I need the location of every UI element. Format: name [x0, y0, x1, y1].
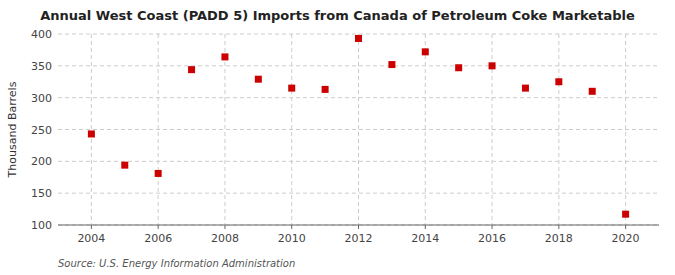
chart-container: Annual West Coast (PADD 5) Imports from … [0, 0, 675, 275]
x-grid-line [358, 34, 359, 225]
x-tick [425, 225, 426, 229]
x-tick-label: 2020 [612, 232, 640, 245]
x-tick [91, 225, 92, 229]
point [288, 85, 295, 92]
point [555, 78, 562, 85]
point [522, 85, 529, 92]
grid [58, 34, 659, 225]
x-grid-line [625, 34, 626, 225]
y-grid-line [58, 129, 659, 130]
x-grid-line [425, 34, 426, 225]
y-tick-label: 300 [31, 92, 52, 105]
x-tick [224, 225, 225, 229]
point [422, 48, 429, 55]
point [155, 170, 162, 177]
x-grid-line [291, 34, 292, 225]
x-tick-label: 2016 [478, 232, 506, 245]
chart: Annual West Coast (PADD 5) Imports from … [0, 0, 675, 275]
y-tick-label: 350 [31, 60, 52, 73]
x-tick-label: 2008 [211, 232, 239, 245]
y-grid-line [58, 193, 659, 194]
points [88, 35, 629, 218]
y-tick-label: 150 [31, 187, 52, 200]
point [622, 211, 629, 218]
x-tick-label: 2014 [411, 232, 439, 245]
point [255, 76, 262, 83]
point [589, 88, 596, 95]
x-tick-label: 2012 [345, 232, 373, 245]
point [221, 53, 228, 60]
y-tick-label: 100 [31, 219, 52, 232]
y-tick-label: 250 [31, 124, 52, 137]
x-tick [291, 225, 292, 229]
point [455, 64, 462, 71]
x-tick-label: 2018 [545, 232, 573, 245]
point [188, 66, 195, 73]
point [88, 130, 95, 137]
x-tick [625, 225, 626, 229]
point [322, 86, 329, 93]
x-grid-line [158, 34, 159, 225]
y-tick-label: 200 [31, 155, 52, 168]
source-note: Source: U.S. Energy Information Administ… [58, 258, 295, 269]
point [355, 35, 362, 42]
x-tick [492, 225, 493, 229]
y-grid-line [58, 225, 659, 226]
x-axis-line [58, 225, 659, 226]
x-tick-label: 2006 [144, 232, 172, 245]
x-tick-label: 2004 [77, 232, 105, 245]
x-tick [358, 225, 359, 229]
x-grid-line [91, 34, 92, 225]
point [489, 62, 496, 69]
title: Annual West Coast (PADD 5) Imports from … [40, 8, 635, 23]
x-tick [158, 225, 159, 229]
y-tick-label: 400 [31, 28, 52, 41]
x-tick-label: 2010 [278, 232, 306, 245]
point [121, 162, 128, 169]
x-grid-line [558, 34, 559, 225]
y-axis-label: Thousand Barrels [6, 81, 19, 178]
x-grid-line [224, 34, 225, 225]
x-tick [558, 225, 559, 229]
point [388, 61, 395, 68]
